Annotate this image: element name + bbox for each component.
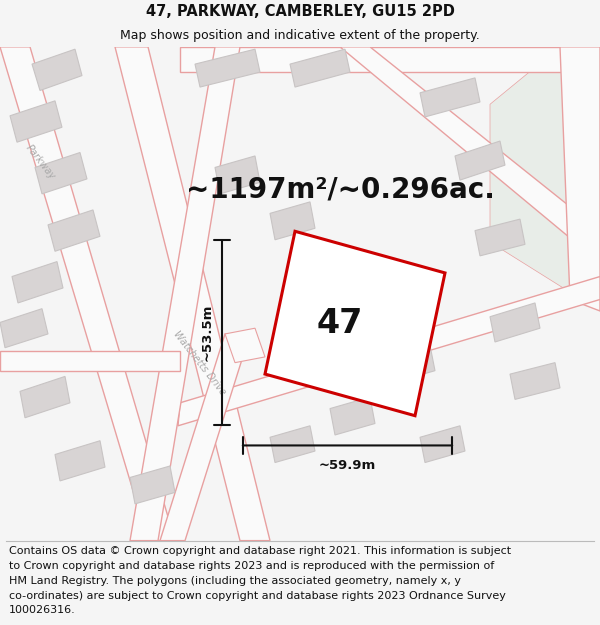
Text: Watchetts Drive: Watchetts Drive: [172, 329, 228, 397]
Polygon shape: [0, 309, 48, 348]
Polygon shape: [32, 49, 82, 91]
Polygon shape: [35, 152, 87, 194]
Text: to Crown copyright and database rights 2023 and is reproduced with the permissio: to Crown copyright and database rights 2…: [9, 561, 494, 571]
Polygon shape: [330, 397, 375, 435]
Polygon shape: [115, 47, 270, 541]
Polygon shape: [55, 441, 105, 481]
Polygon shape: [12, 262, 63, 303]
Polygon shape: [225, 328, 265, 362]
Polygon shape: [10, 101, 62, 142]
Polygon shape: [48, 210, 100, 251]
Text: Contains OS data © Crown copyright and database right 2021. This information is : Contains OS data © Crown copyright and d…: [9, 546, 511, 556]
Text: HM Land Registry. The polygons (including the associated geometry, namely x, y: HM Land Registry. The polygons (includin…: [9, 576, 461, 586]
Polygon shape: [560, 47, 600, 311]
Text: 47: 47: [317, 307, 363, 340]
Polygon shape: [490, 303, 540, 342]
Polygon shape: [265, 231, 445, 416]
Polygon shape: [455, 141, 505, 180]
Polygon shape: [510, 362, 560, 399]
Polygon shape: [290, 49, 350, 87]
Polygon shape: [475, 219, 525, 256]
Polygon shape: [420, 426, 465, 462]
Polygon shape: [180, 47, 600, 72]
Polygon shape: [270, 426, 315, 462]
Polygon shape: [20, 376, 70, 418]
Polygon shape: [130, 466, 175, 504]
Polygon shape: [490, 47, 600, 311]
Polygon shape: [160, 334, 250, 541]
Polygon shape: [215, 156, 260, 194]
Polygon shape: [390, 346, 435, 382]
Text: Map shows position and indicative extent of the property.: Map shows position and indicative extent…: [120, 29, 480, 42]
Polygon shape: [178, 276, 600, 426]
Text: co-ordinates) are subject to Crown copyright and database rights 2023 Ordnance S: co-ordinates) are subject to Crown copyr…: [9, 591, 506, 601]
Polygon shape: [130, 47, 240, 541]
Polygon shape: [270, 202, 315, 240]
Text: Verran Road: Verran Road: [359, 316, 421, 341]
Text: ~53.5m: ~53.5m: [201, 304, 214, 361]
Polygon shape: [0, 351, 180, 371]
Text: ~59.9m: ~59.9m: [319, 459, 376, 472]
Polygon shape: [420, 78, 480, 117]
Polygon shape: [195, 49, 260, 87]
Text: Parkway: Parkway: [23, 142, 56, 181]
Text: ~1197m²/~0.296ac.: ~1197m²/~0.296ac.: [185, 176, 494, 204]
Polygon shape: [0, 47, 175, 541]
Text: 47, PARKWAY, CAMBERLEY, GU15 2PD: 47, PARKWAY, CAMBERLEY, GU15 2PD: [146, 4, 454, 19]
Text: 100026316.: 100026316.: [9, 606, 76, 616]
Polygon shape: [340, 47, 600, 242]
